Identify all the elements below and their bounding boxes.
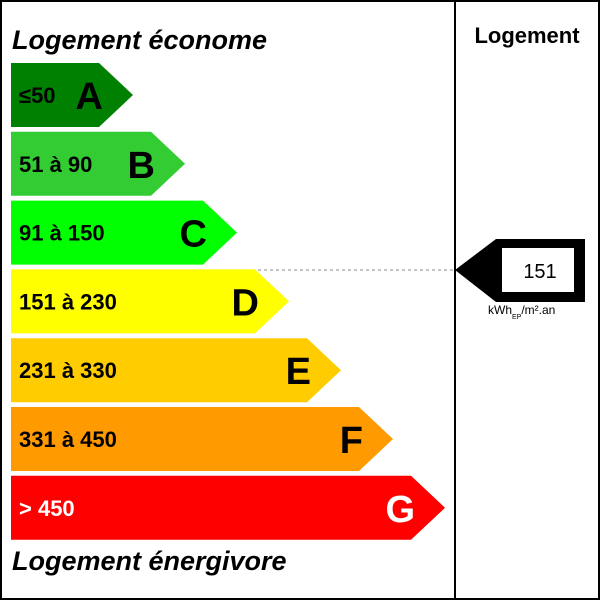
energy-class-b-arrow bbox=[11, 131, 185, 196]
energy-class-e: 231 à 330 E bbox=[11, 338, 341, 403]
energy-class-d: 151 à 230 D bbox=[11, 269, 289, 334]
indicator-value-box bbox=[502, 248, 574, 292]
energy-class-g-arrow bbox=[11, 475, 445, 540]
energy-class-b: 51 à 90 B bbox=[11, 131, 185, 196]
energy-class-e-letter: E bbox=[286, 351, 311, 393]
energy-class-c-letter: C bbox=[180, 214, 207, 256]
energy-class-g-letter: G bbox=[385, 489, 415, 531]
indicator-value: 151 bbox=[523, 261, 556, 283]
energy-class-c-arrow bbox=[11, 200, 237, 265]
energy-class-f-letter: F bbox=[340, 420, 363, 462]
energy-class-b-letter: B bbox=[128, 145, 155, 187]
energy-class-g-range: > 450 bbox=[19, 496, 75, 521]
value-indicator: 151 bbox=[455, 239, 585, 302]
energy-class-bars: ≤50 A 51 à 90 B 91 à 150 C 151 à 230 D 231 à 330… bbox=[11, 63, 445, 540]
energy-class-d-range: 151 à 230 bbox=[19, 289, 117, 314]
energy-class-f-arrow bbox=[11, 407, 393, 471]
energy-class-a-letter: A bbox=[76, 76, 103, 118]
energy-class-e-arrow bbox=[11, 338, 341, 403]
energy-class-c-range: 91 à 150 bbox=[19, 221, 105, 246]
indicator-unit: kWhEP/m².an bbox=[488, 303, 555, 321]
energy-class-d-arrow bbox=[11, 269, 289, 334]
energy-class-g: > 450 G bbox=[11, 475, 445, 540]
bottom-title: Logement énergivore bbox=[12, 546, 287, 576]
column-title: Logement bbox=[474, 23, 580, 48]
energy-class-d-letter: D bbox=[232, 282, 259, 324]
energy-class-a: ≤50 A bbox=[11, 63, 133, 127]
energy-class-e-range: 231 à 330 bbox=[19, 358, 117, 383]
energy-class-c: 91 à 150 C bbox=[11, 200, 237, 265]
top-title: Logement économe bbox=[12, 25, 267, 55]
energy-class-a-arrow bbox=[11, 63, 133, 127]
energy-class-f-range: 331 à 450 bbox=[19, 427, 117, 452]
energy-class-a-range: ≤50 bbox=[19, 83, 56, 108]
energy-class-b-range: 51 à 90 bbox=[19, 152, 92, 177]
energy-class-f: 331 à 450 F bbox=[11, 407, 393, 471]
